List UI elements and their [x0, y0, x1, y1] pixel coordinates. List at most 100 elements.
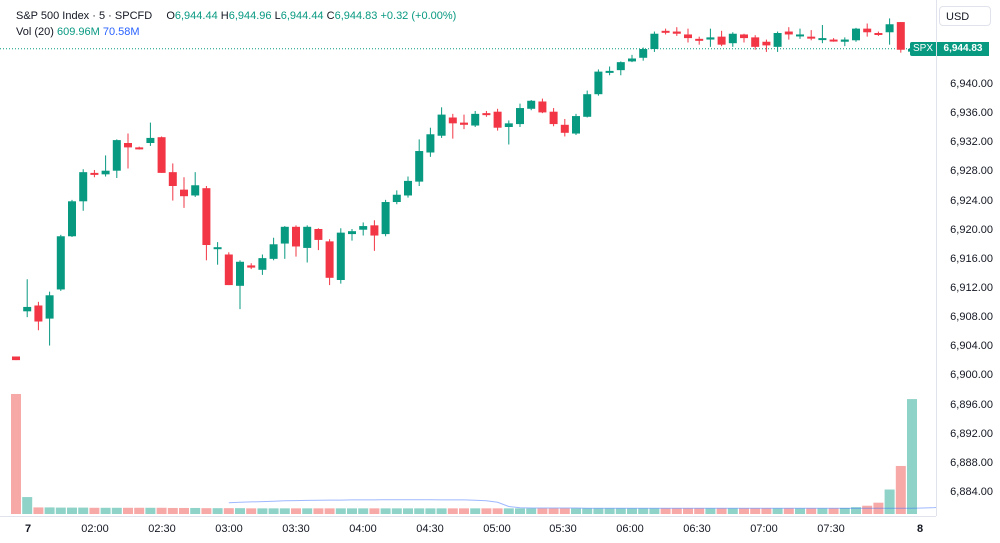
candle-body: [392, 194, 401, 203]
volume-bar: [347, 508, 357, 514]
volume-bar: [470, 508, 481, 514]
candle-body: [336, 232, 345, 280]
interval[interactable]: 5: [98, 10, 106, 22]
volume-bar: [403, 508, 413, 514]
candle-body: [168, 172, 177, 186]
time-tick: 06:30: [683, 523, 711, 535]
candle-body: [695, 38, 704, 41]
volume-bar: [100, 507, 111, 514]
candle-body: [135, 147, 144, 150]
candle-body: [68, 201, 76, 237]
price-tick: 6,896.00: [950, 398, 993, 411]
price-tick: 6,908.00: [950, 311, 993, 324]
candle-body: [236, 261, 244, 286]
time-axis[interactable]: 7 02:00 02:30 03:00 03:30 04:00 04:30 05:00 05:3…: [0, 516, 936, 543]
price-tick: 6,936.00: [950, 107, 993, 120]
candle-body: [112, 140, 121, 171]
time-tick: 07:30: [817, 523, 845, 535]
candle-body: [90, 172, 99, 175]
candle-body: [728, 33, 737, 44]
candle: [471, 110, 480, 127]
legend-separator: ·: [92, 10, 96, 22]
volume-bar: [257, 508, 268, 514]
candle-body: [840, 39, 849, 42]
volume-bar: [201, 508, 212, 514]
candle: [292, 225, 300, 257]
candle-body: [717, 36, 726, 45]
candle: [840, 37, 849, 47]
volume-bar: [223, 508, 234, 514]
candle: [370, 220, 379, 251]
candle: [448, 113, 457, 139]
symbol-name[interactable]: S&P 500 Index: [16, 10, 90, 22]
volume-bar: [638, 508, 649, 514]
candle: [706, 28, 715, 47]
candle: [695, 36, 704, 45]
price-tick: 6,900.00: [950, 369, 993, 382]
candle-body: [560, 124, 569, 133]
candle: [404, 176, 412, 198]
candle-body: [684, 34, 692, 39]
candle-body: [516, 108, 524, 125]
currency-button[interactable]: USD: [939, 6, 991, 26]
volume-bar: [380, 508, 391, 514]
price-chart[interactable]: [0, 0, 936, 516]
candle: [168, 163, 177, 201]
volume-bar: [414, 508, 425, 514]
candle-body: [415, 151, 424, 182]
chart-area[interactable]: S&P 500 Index · 5 · SPCFD O6,944.44 H6,9…: [0, 0, 936, 516]
candle-body: [896, 22, 905, 50]
volume-bar: [481, 508, 492, 514]
volume-bar: [727, 508, 738, 514]
candle-body: [572, 116, 580, 134]
price-tick: 6,904.00: [950, 340, 993, 353]
candle: [728, 32, 737, 47]
candle-body: [706, 37, 715, 40]
volume-bar: [302, 508, 313, 514]
candle-body: [404, 180, 412, 196]
candle: [560, 118, 569, 137]
candle: [863, 23, 872, 37]
last-price-symbol-badge: SPX: [910, 41, 936, 56]
candle: [482, 110, 491, 117]
price-tick: 6,932.00: [950, 136, 993, 149]
candle: [124, 133, 132, 169]
volume-bar: [839, 507, 850, 514]
candle: [90, 169, 99, 178]
candle-body: [471, 113, 480, 126]
volume-bar: [291, 508, 301, 514]
volume-bar: [705, 508, 716, 514]
data-source: SPCFD: [114, 10, 153, 22]
candle-body: [784, 31, 793, 35]
time-tick: 03:00: [215, 523, 243, 535]
candle: [672, 27, 681, 36]
price-axis[interactable]: 6,940.00 6,936.00 6,932.00 6,928.00 6,924.00…: [936, 0, 1000, 516]
volume-bar: [828, 508, 839, 514]
volume-bar: [145, 507, 156, 514]
candle-body: [348, 231, 356, 235]
price-tick: 6,940.00: [950, 78, 993, 90]
candle-body: [292, 226, 300, 247]
volume-bar: [694, 508, 705, 514]
candle: [493, 108, 502, 131]
volume-bar: [335, 508, 346, 514]
candle: [527, 100, 536, 111]
time-tick: 8: [916, 523, 924, 535]
candle-body: [482, 113, 491, 116]
volume-label[interactable]: Vol (20): [16, 26, 54, 38]
candle: [740, 33, 748, 43]
volume-bar: [179, 507, 189, 514]
volume-bar: [582, 508, 593, 514]
candle: [68, 199, 76, 237]
volume-bar: [67, 507, 77, 514]
price-tick: 6,888.00: [950, 456, 993, 469]
candle-body: [773, 33, 782, 47]
time-tick: 7: [24, 523, 32, 535]
candle: [45, 291, 54, 346]
volume-bar: [111, 507, 122, 514]
volume-bar: [761, 508, 772, 514]
candle: [572, 113, 580, 135]
volume-bar: [559, 508, 570, 514]
candle-body: [639, 49, 648, 58]
candle: [101, 155, 110, 177]
